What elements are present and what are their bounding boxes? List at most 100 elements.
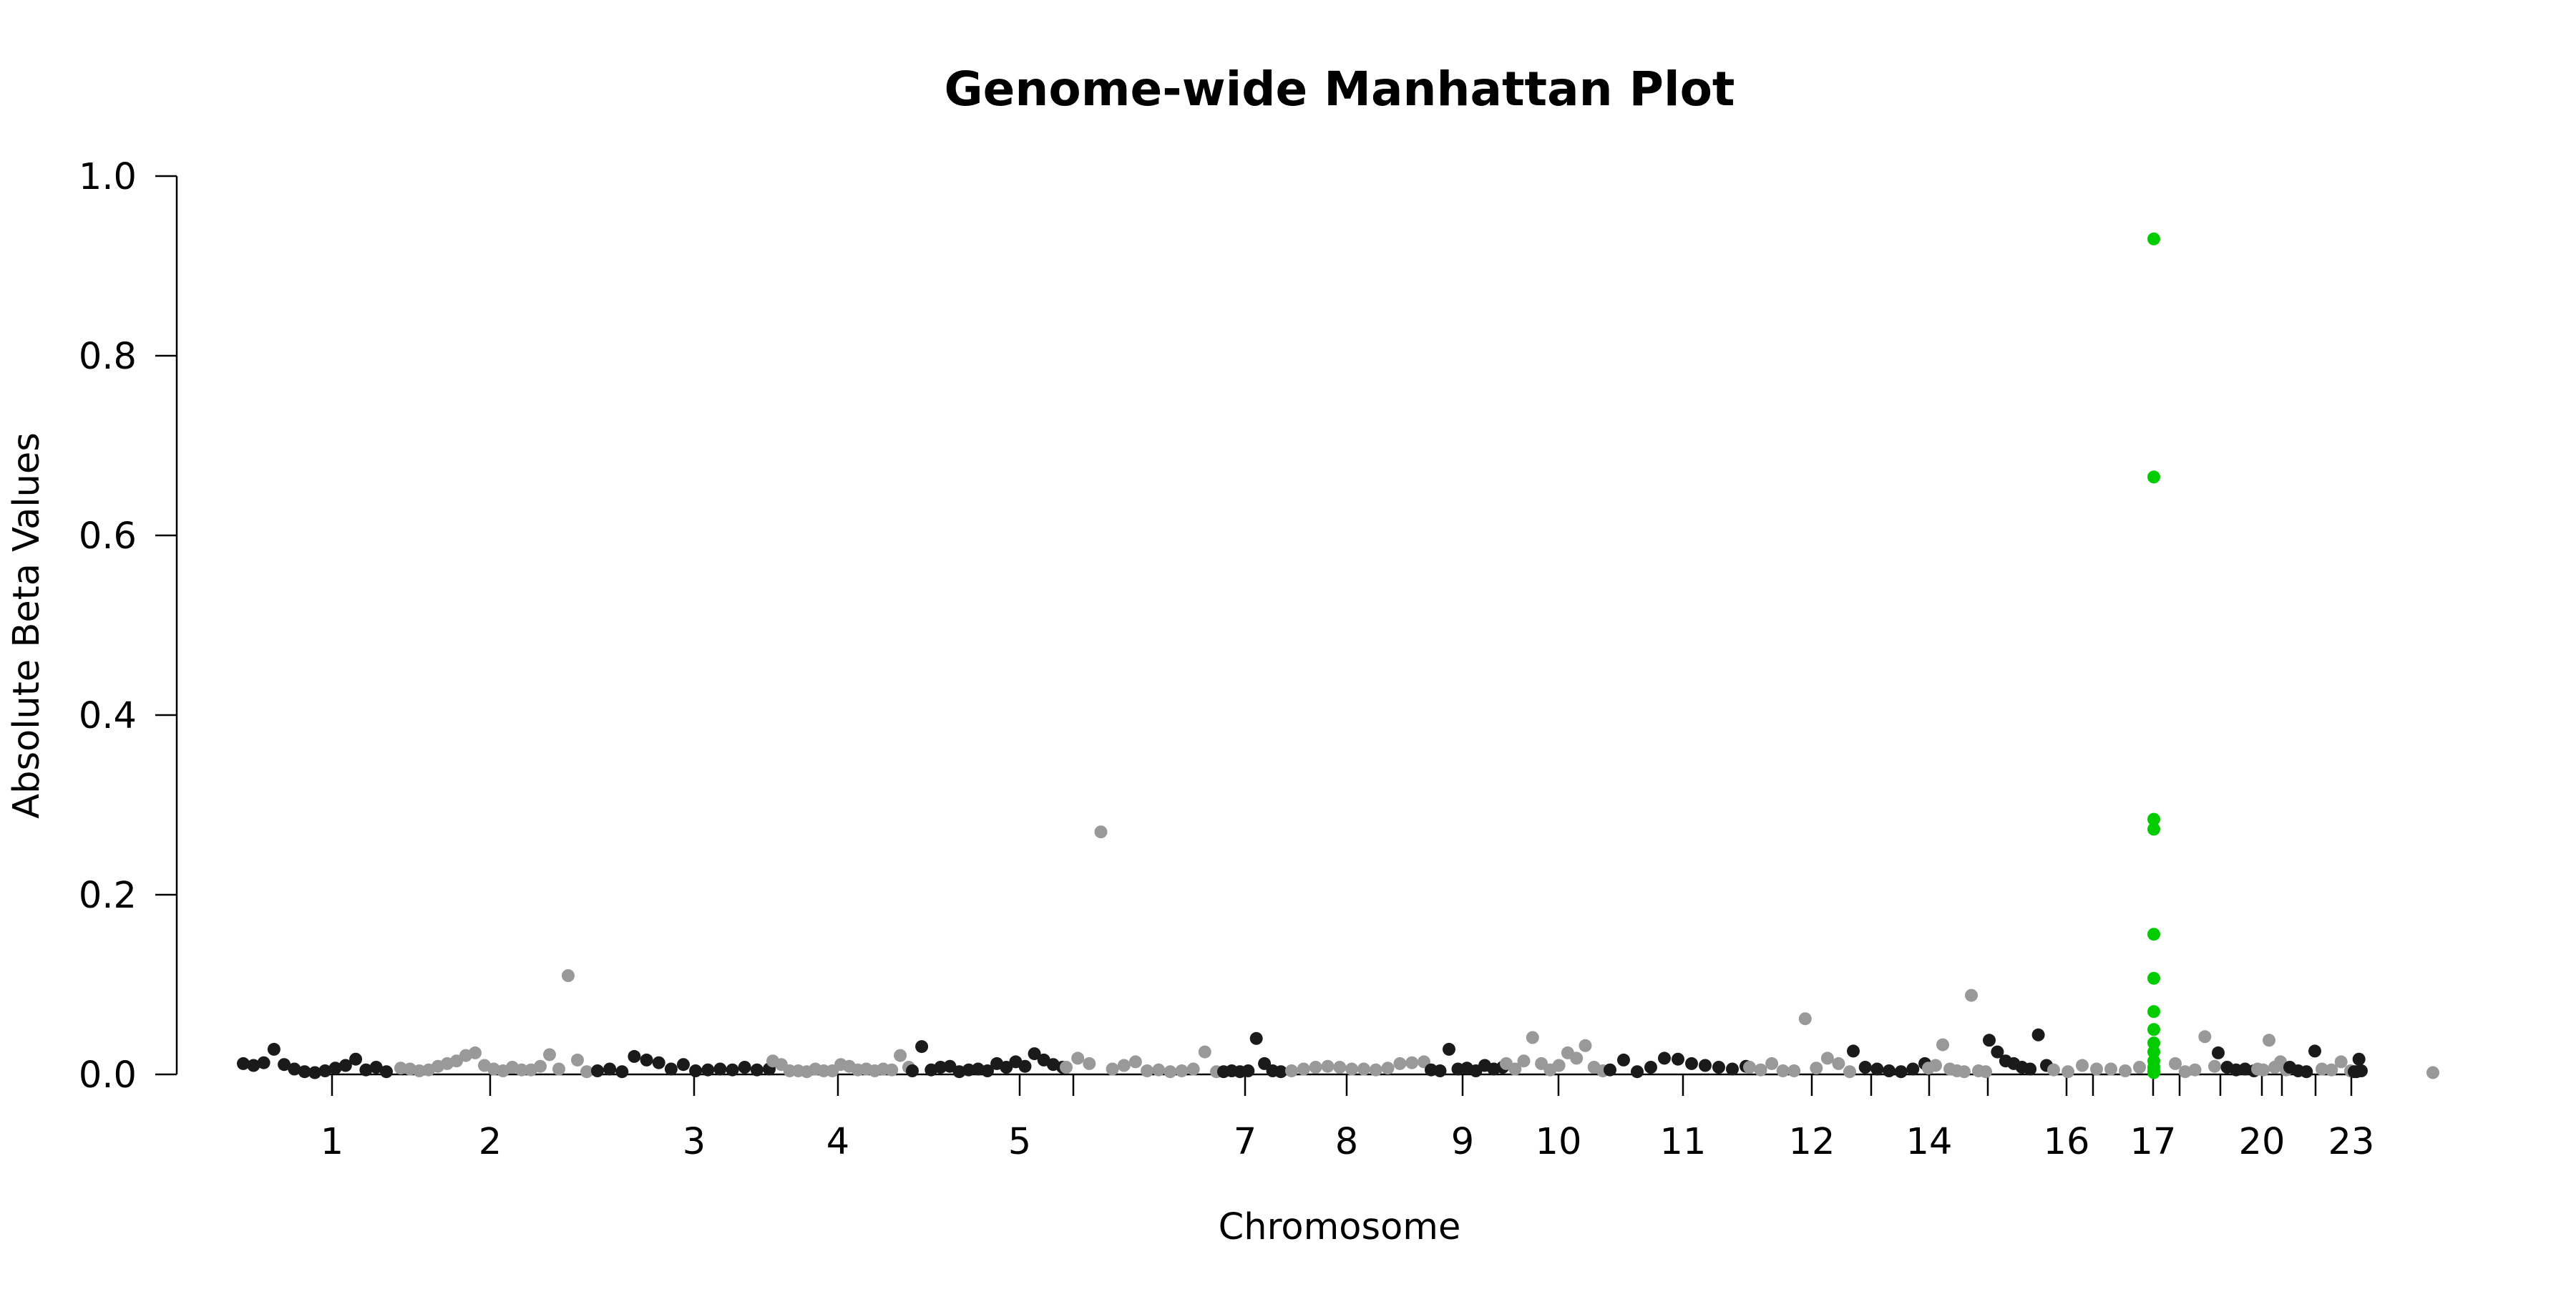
x-tick-label: 2 — [479, 1121, 502, 1163]
data-point-chr11 — [1631, 1065, 1644, 1079]
data-point-chr3 — [713, 1062, 727, 1076]
data-point-chr17 — [2147, 232, 2160, 246]
data-point-chr1 — [267, 1042, 280, 1056]
chart-title: Genome-wide Manhattan Plot — [945, 62, 1735, 117]
data-point-chr1 — [380, 1065, 393, 1079]
data-point-chr17 — [2147, 928, 2160, 941]
data-point-chr10 — [1579, 1039, 1592, 1052]
data-point-chr17 — [2147, 822, 2160, 836]
data-point-chr3 — [615, 1065, 629, 1079]
data-point-chr18 — [2198, 1030, 2212, 1044]
data-point-chr20 — [2257, 1063, 2270, 1077]
data-point-chr12 — [1820, 1051, 1834, 1065]
data-point-chr10 — [1552, 1059, 1566, 1072]
data-point-chr1 — [288, 1062, 301, 1076]
x-tick-label: 23 — [2328, 1121, 2375, 1163]
data-point-chr23 — [2352, 1052, 2366, 1066]
data-point-chr17 — [2147, 1036, 2160, 1050]
data-point-chr3 — [591, 1064, 604, 1077]
data-point-chr8 — [1381, 1062, 1395, 1075]
data-point-chr17 — [2147, 971, 2160, 985]
data-point-chr16 — [2119, 1064, 2132, 1077]
data-point-chr16 — [2090, 1062, 2103, 1076]
data-point-chr8 — [1345, 1062, 1359, 1076]
x-tick-label: 16 — [2044, 1121, 2090, 1163]
data-point-chr1 — [257, 1056, 270, 1069]
data-point-chr13 — [1883, 1064, 1896, 1077]
data-point-chr7 — [1274, 1065, 1287, 1079]
x-tick-label: 14 — [1906, 1121, 1953, 1163]
x-tick-label: 17 — [2130, 1121, 2177, 1163]
data-point-chr15 — [1983, 1034, 1996, 1047]
data-point-chr5 — [943, 1059, 957, 1073]
data-point-chr14 — [1965, 989, 1978, 1002]
x-tick-label: 5 — [1008, 1121, 1031, 1163]
data-point-chr1 — [369, 1061, 383, 1074]
data-point-chr15 — [2031, 1028, 2045, 1041]
data-point-chr1 — [359, 1063, 373, 1077]
data-point-chr3 — [738, 1061, 751, 1074]
data-point-chr22 — [2316, 1062, 2328, 1076]
data-point-chr2 — [552, 1062, 565, 1076]
x-tick-label: 1 — [321, 1121, 343, 1163]
y-tick-label: 1.0 — [79, 156, 137, 198]
data-point-chr3 — [640, 1053, 653, 1067]
x-tick-label: 8 — [1335, 1121, 1358, 1163]
data-point-chr6 — [1106, 1062, 1119, 1076]
data-point-chr8 — [1321, 1059, 1335, 1073]
data-point-chr12 — [1832, 1057, 1845, 1070]
data-point-chr13 — [1894, 1065, 1908, 1079]
data-point-chr17 — [2147, 1005, 2160, 1019]
data-point-chr4 — [885, 1063, 899, 1077]
data-point-chr20 — [2263, 1034, 2275, 1047]
data-point-chr5 — [934, 1061, 947, 1074]
data-point-chr6 — [1094, 825, 1108, 839]
data-point-chr14 — [1929, 1059, 1942, 1072]
data-point-chr24 — [2426, 1066, 2439, 1079]
data-point-chr3 — [628, 1049, 641, 1063]
data-point-chr6 — [1117, 1059, 1131, 1072]
data-point-chr2 — [413, 1064, 426, 1077]
data-point-chr10 — [1526, 1031, 1539, 1044]
y-axis-label: Absolute Beta Values — [6, 432, 48, 819]
data-point-chr18 — [2169, 1057, 2182, 1070]
data-point-chr12 — [1798, 1012, 1812, 1026]
data-point-chr1 — [278, 1058, 291, 1072]
data-point-chr2 — [534, 1059, 547, 1073]
data-point-chr14 — [1958, 1065, 1971, 1079]
x-tick-label: 20 — [2239, 1121, 2285, 1163]
data-point-chr11 — [1726, 1062, 1739, 1076]
data-point-chr15 — [2024, 1062, 2037, 1076]
data-point-chr5 — [981, 1064, 994, 1077]
data-point-chr9 — [1443, 1042, 1455, 1056]
data-point-chr12 — [1754, 1063, 1767, 1077]
data-point-chr6 — [1141, 1064, 1154, 1077]
data-point-chr16 — [2133, 1061, 2146, 1074]
x-tick-label: 10 — [1536, 1121, 1582, 1163]
data-point-chr1 — [247, 1059, 260, 1072]
x-tick-label: 9 — [1451, 1121, 1474, 1163]
data-point-chr14 — [1936, 1038, 1949, 1051]
data-point-chr8 — [1405, 1056, 1419, 1069]
data-point-chr21 — [2300, 1065, 2313, 1079]
data-point-chr16 — [2062, 1065, 2074, 1079]
data-point-chr6 — [1198, 1045, 1211, 1059]
data-point-chr16 — [2076, 1059, 2089, 1072]
data-point-chr2 — [450, 1054, 463, 1068]
data-point-chr22 — [2334, 1055, 2348, 1069]
data-point-chr13 — [1906, 1062, 1920, 1076]
data-point-chr18 — [2178, 1065, 2192, 1079]
data-point-chr8 — [1285, 1064, 1298, 1077]
data-point-chr3 — [603, 1062, 617, 1076]
data-point-chr1 — [308, 1066, 321, 1079]
data-point-chr6 — [1083, 1057, 1096, 1070]
data-point-chr10 — [1570, 1051, 1584, 1065]
data-point-chr10 — [1508, 1062, 1522, 1076]
data-point-chr2 — [571, 1053, 584, 1067]
data-point-chr5 — [962, 1063, 975, 1077]
data-point-chr8 — [1333, 1061, 1347, 1074]
x-tick-label: 11 — [1660, 1121, 1707, 1163]
y-tick-label: 0.8 — [79, 336, 137, 378]
